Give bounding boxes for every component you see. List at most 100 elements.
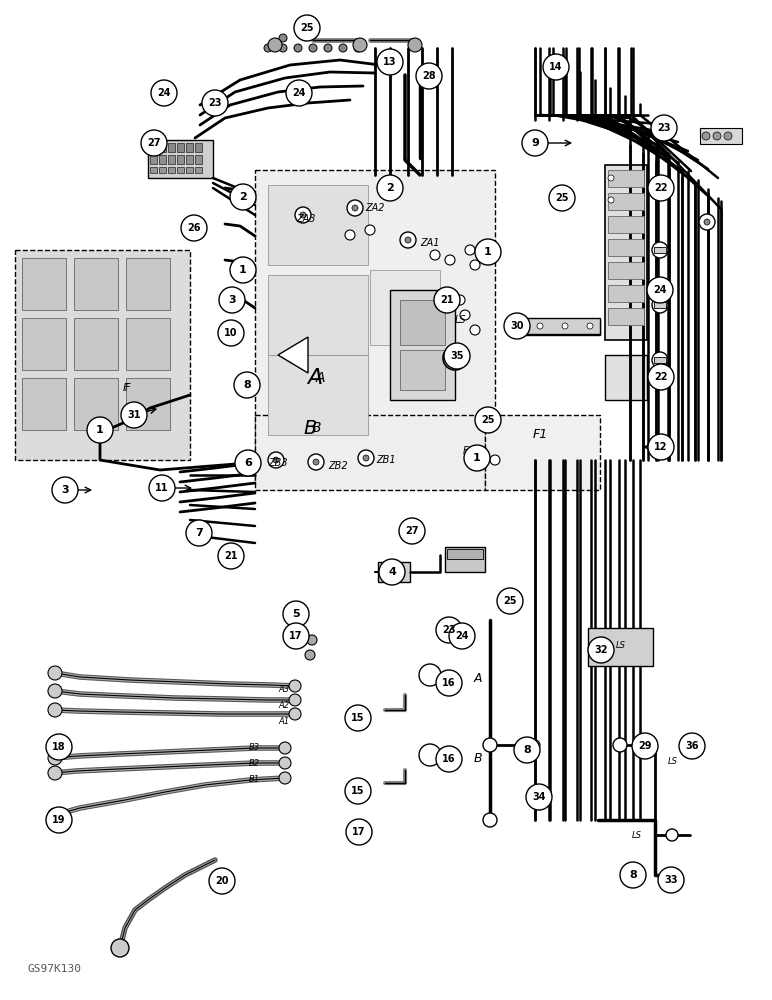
FancyBboxPatch shape [126,378,170,430]
Text: 19: 19 [52,815,66,825]
Text: 27: 27 [405,526,418,536]
Circle shape [408,38,422,52]
FancyBboxPatch shape [445,547,485,572]
FancyBboxPatch shape [510,320,600,335]
Text: 36: 36 [686,741,699,751]
Circle shape [339,44,347,52]
Circle shape [608,175,614,181]
Circle shape [460,310,470,320]
FancyBboxPatch shape [608,193,644,210]
Text: A3: A3 [279,686,290,694]
Circle shape [450,353,460,363]
Circle shape [470,260,480,270]
Circle shape [219,287,245,313]
Circle shape [434,287,460,313]
Circle shape [444,295,450,301]
Circle shape [346,819,372,845]
Circle shape [230,257,256,283]
Text: 25: 25 [481,415,495,425]
Circle shape [444,343,470,369]
FancyBboxPatch shape [195,143,202,152]
Circle shape [347,200,363,216]
Circle shape [46,807,72,833]
Circle shape [48,766,62,780]
Circle shape [439,290,455,306]
Text: 15: 15 [351,786,364,796]
FancyBboxPatch shape [588,628,653,666]
Circle shape [436,670,462,696]
Circle shape [235,450,261,476]
Text: 25: 25 [300,23,313,33]
FancyBboxPatch shape [150,155,157,164]
Circle shape [713,132,721,140]
Circle shape [289,694,301,706]
Text: A: A [307,368,323,388]
Circle shape [151,80,177,106]
Circle shape [46,734,72,760]
FancyBboxPatch shape [654,247,666,253]
FancyBboxPatch shape [186,167,193,173]
FancyBboxPatch shape [168,143,175,152]
Text: B: B [311,421,320,435]
FancyBboxPatch shape [485,415,600,490]
Text: 13: 13 [383,57,397,67]
Text: 2: 2 [386,183,394,193]
Circle shape [300,212,306,218]
Circle shape [209,868,235,894]
Circle shape [111,939,129,957]
Circle shape [514,737,540,763]
FancyBboxPatch shape [168,155,175,164]
Circle shape [283,623,309,649]
Circle shape [522,130,548,156]
Circle shape [87,417,113,443]
FancyBboxPatch shape [168,167,175,173]
Text: 1: 1 [239,265,247,275]
Circle shape [141,130,167,156]
Circle shape [305,650,315,660]
Circle shape [268,452,284,468]
Circle shape [704,219,710,225]
Circle shape [632,733,658,759]
Circle shape [48,808,62,822]
Circle shape [490,455,500,465]
Circle shape [652,242,668,258]
Circle shape [354,44,362,52]
Circle shape [345,705,371,731]
Text: 21: 21 [440,295,454,305]
Text: ZB2: ZB2 [328,461,348,471]
Circle shape [419,744,441,766]
Circle shape [93,423,107,437]
Circle shape [419,664,441,686]
Text: 18: 18 [52,742,66,752]
FancyBboxPatch shape [177,167,184,173]
Circle shape [475,407,501,433]
Circle shape [377,49,403,75]
Text: 30: 30 [510,321,523,331]
Circle shape [264,44,272,52]
Circle shape [294,15,320,41]
Circle shape [648,434,674,460]
FancyBboxPatch shape [400,300,445,345]
Circle shape [234,372,260,398]
FancyBboxPatch shape [605,355,647,400]
Circle shape [345,778,371,804]
Text: 23: 23 [442,625,455,635]
FancyBboxPatch shape [22,258,66,310]
FancyBboxPatch shape [268,185,368,265]
Circle shape [324,44,332,52]
Circle shape [647,277,673,303]
Circle shape [279,742,291,754]
FancyBboxPatch shape [159,155,166,164]
Text: 24: 24 [653,285,667,295]
Text: ZA3: ZA3 [296,214,316,224]
FancyBboxPatch shape [186,143,193,152]
FancyBboxPatch shape [268,275,368,355]
Circle shape [475,239,501,265]
Text: 21: 21 [224,551,238,561]
Text: 16: 16 [442,678,455,688]
Circle shape [273,457,279,463]
FancyBboxPatch shape [400,350,445,390]
Text: A2: A2 [279,702,290,710]
Circle shape [48,751,62,765]
Circle shape [279,772,291,784]
